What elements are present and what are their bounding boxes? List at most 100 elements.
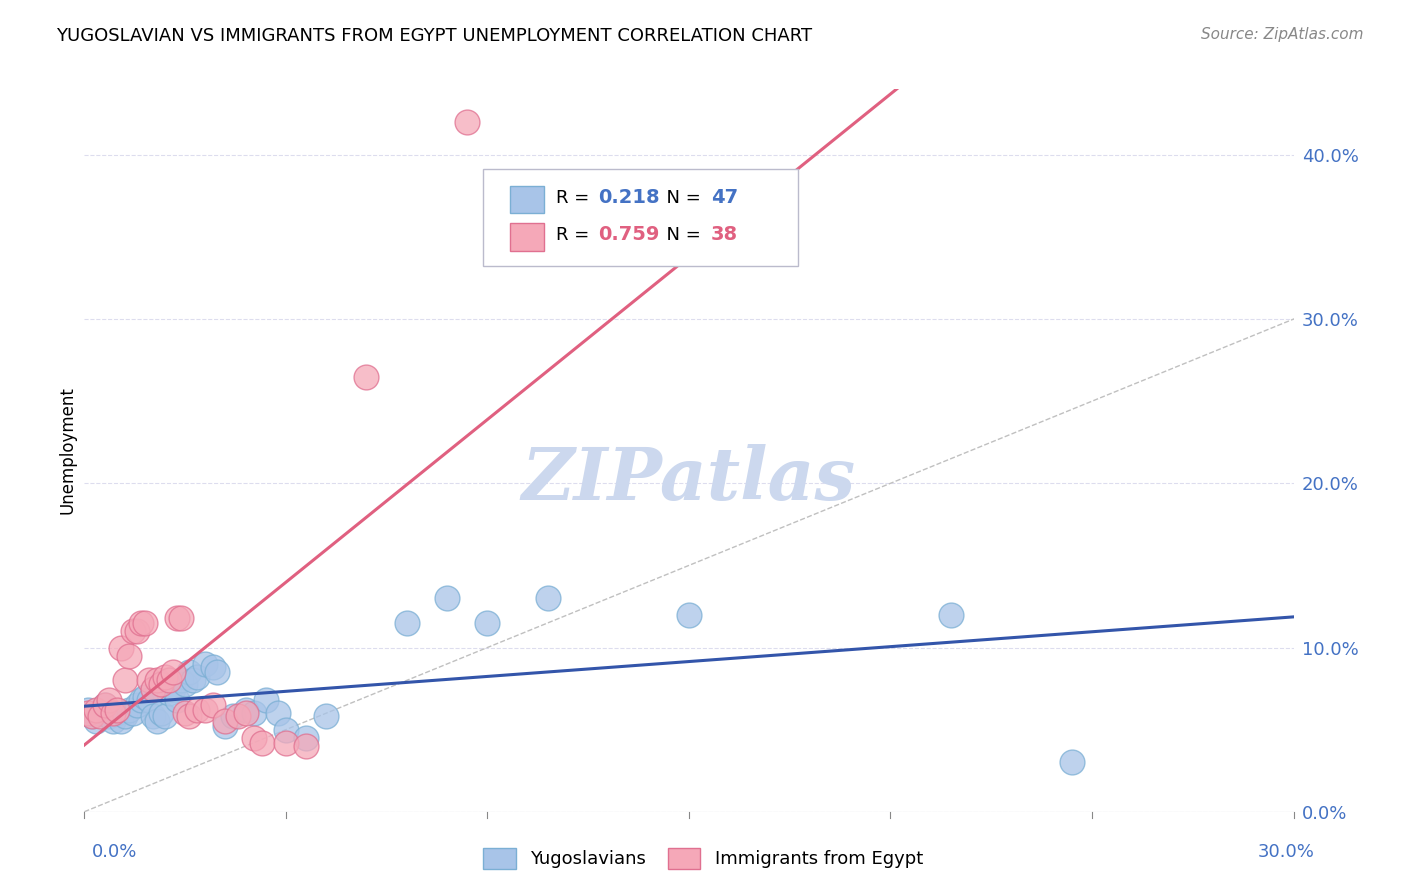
Point xyxy=(214,719,236,733)
Point xyxy=(97,693,120,707)
Point xyxy=(166,611,188,625)
Y-axis label: Unemployment: Unemployment xyxy=(58,386,76,515)
Point xyxy=(77,703,100,717)
Point xyxy=(295,739,318,753)
Point xyxy=(153,670,176,684)
Point xyxy=(456,115,478,129)
Point xyxy=(170,673,193,688)
Point xyxy=(86,703,108,717)
Text: R =: R = xyxy=(555,226,595,244)
Point xyxy=(114,673,136,688)
Point xyxy=(129,693,152,707)
Point xyxy=(105,703,128,717)
Text: N =: N = xyxy=(655,188,707,207)
Point xyxy=(194,657,217,671)
Legend: Yugoslavians, Immigrants from Egypt: Yugoslavians, Immigrants from Egypt xyxy=(477,840,929,876)
Point xyxy=(235,703,257,717)
Text: 0.0%: 0.0% xyxy=(91,843,136,861)
Point xyxy=(207,665,229,680)
Point xyxy=(174,706,197,721)
Text: 0.218: 0.218 xyxy=(599,188,659,207)
Point xyxy=(93,698,115,712)
Point xyxy=(250,736,273,750)
Point xyxy=(77,706,100,721)
Text: ZIPatlas: ZIPatlas xyxy=(522,444,856,515)
Point xyxy=(114,709,136,723)
Point xyxy=(134,690,156,704)
Point xyxy=(186,670,208,684)
Point xyxy=(149,706,172,721)
Text: 0.759: 0.759 xyxy=(599,226,659,244)
Point xyxy=(186,703,208,717)
Text: 38: 38 xyxy=(710,226,738,244)
Point xyxy=(202,698,225,712)
Point xyxy=(105,706,128,721)
FancyBboxPatch shape xyxy=(484,169,797,266)
Point xyxy=(110,640,132,655)
Point xyxy=(170,611,193,625)
Point xyxy=(181,673,204,688)
Point xyxy=(242,731,264,745)
Point xyxy=(162,665,184,680)
Text: Source: ZipAtlas.com: Source: ZipAtlas.com xyxy=(1201,27,1364,42)
Point xyxy=(157,673,180,688)
Point xyxy=(678,607,700,622)
Point xyxy=(138,693,160,707)
Point xyxy=(222,709,245,723)
Point xyxy=(939,607,962,622)
Point xyxy=(179,665,201,680)
Point xyxy=(118,648,141,663)
Text: R =: R = xyxy=(555,188,595,207)
Point xyxy=(295,731,318,745)
Text: YUGOSLAVIAN VS IMMIGRANTS FROM EGYPT UNEMPLOYMENT CORRELATION CHART: YUGOSLAVIAN VS IMMIGRANTS FROM EGYPT UNE… xyxy=(56,27,813,45)
Point xyxy=(274,736,297,750)
Text: 30.0%: 30.0% xyxy=(1258,843,1315,861)
Point xyxy=(138,673,160,688)
Point xyxy=(202,660,225,674)
Point xyxy=(274,723,297,737)
Point xyxy=(157,686,180,700)
Point xyxy=(142,681,165,696)
Point xyxy=(436,591,458,606)
Point xyxy=(174,676,197,690)
Point xyxy=(93,698,115,712)
Point xyxy=(162,681,184,696)
Text: N =: N = xyxy=(655,226,707,244)
Point xyxy=(125,698,148,712)
Point xyxy=(1060,756,1083,770)
Point xyxy=(89,709,111,723)
Point xyxy=(134,615,156,630)
Point xyxy=(226,709,249,723)
Bar xyxy=(510,223,544,251)
Point xyxy=(153,709,176,723)
Point xyxy=(146,673,169,688)
Point xyxy=(254,693,277,707)
Point xyxy=(166,693,188,707)
Point xyxy=(121,624,143,639)
Point xyxy=(214,714,236,729)
Point xyxy=(118,703,141,717)
Point xyxy=(477,615,499,630)
Point xyxy=(86,714,108,729)
Point xyxy=(315,709,337,723)
Point xyxy=(89,706,111,721)
Point xyxy=(235,706,257,721)
Point xyxy=(121,706,143,721)
Point xyxy=(82,709,104,723)
Point xyxy=(101,706,124,721)
Text: 47: 47 xyxy=(710,188,738,207)
Point xyxy=(395,615,418,630)
Point xyxy=(101,714,124,729)
Point xyxy=(179,709,201,723)
Point xyxy=(242,706,264,721)
Point xyxy=(149,676,172,690)
Point xyxy=(194,703,217,717)
Bar xyxy=(510,186,544,213)
Point xyxy=(537,591,560,606)
Point xyxy=(146,714,169,729)
Point xyxy=(356,369,378,384)
Point xyxy=(82,709,104,723)
Point xyxy=(267,706,290,721)
Point xyxy=(110,714,132,729)
Point xyxy=(142,709,165,723)
